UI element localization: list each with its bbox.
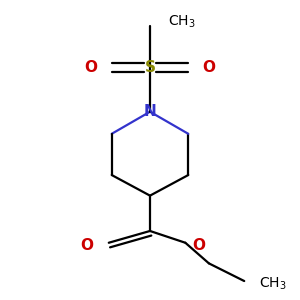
Text: O: O <box>80 238 93 253</box>
Text: CH$_3$: CH$_3$ <box>259 276 286 292</box>
Text: N: N <box>144 104 156 119</box>
Text: S: S <box>145 60 155 75</box>
Text: O: O <box>192 238 205 253</box>
Text: O: O <box>202 60 215 75</box>
Text: CH$_3$: CH$_3$ <box>168 14 195 30</box>
Text: O: O <box>85 60 98 75</box>
